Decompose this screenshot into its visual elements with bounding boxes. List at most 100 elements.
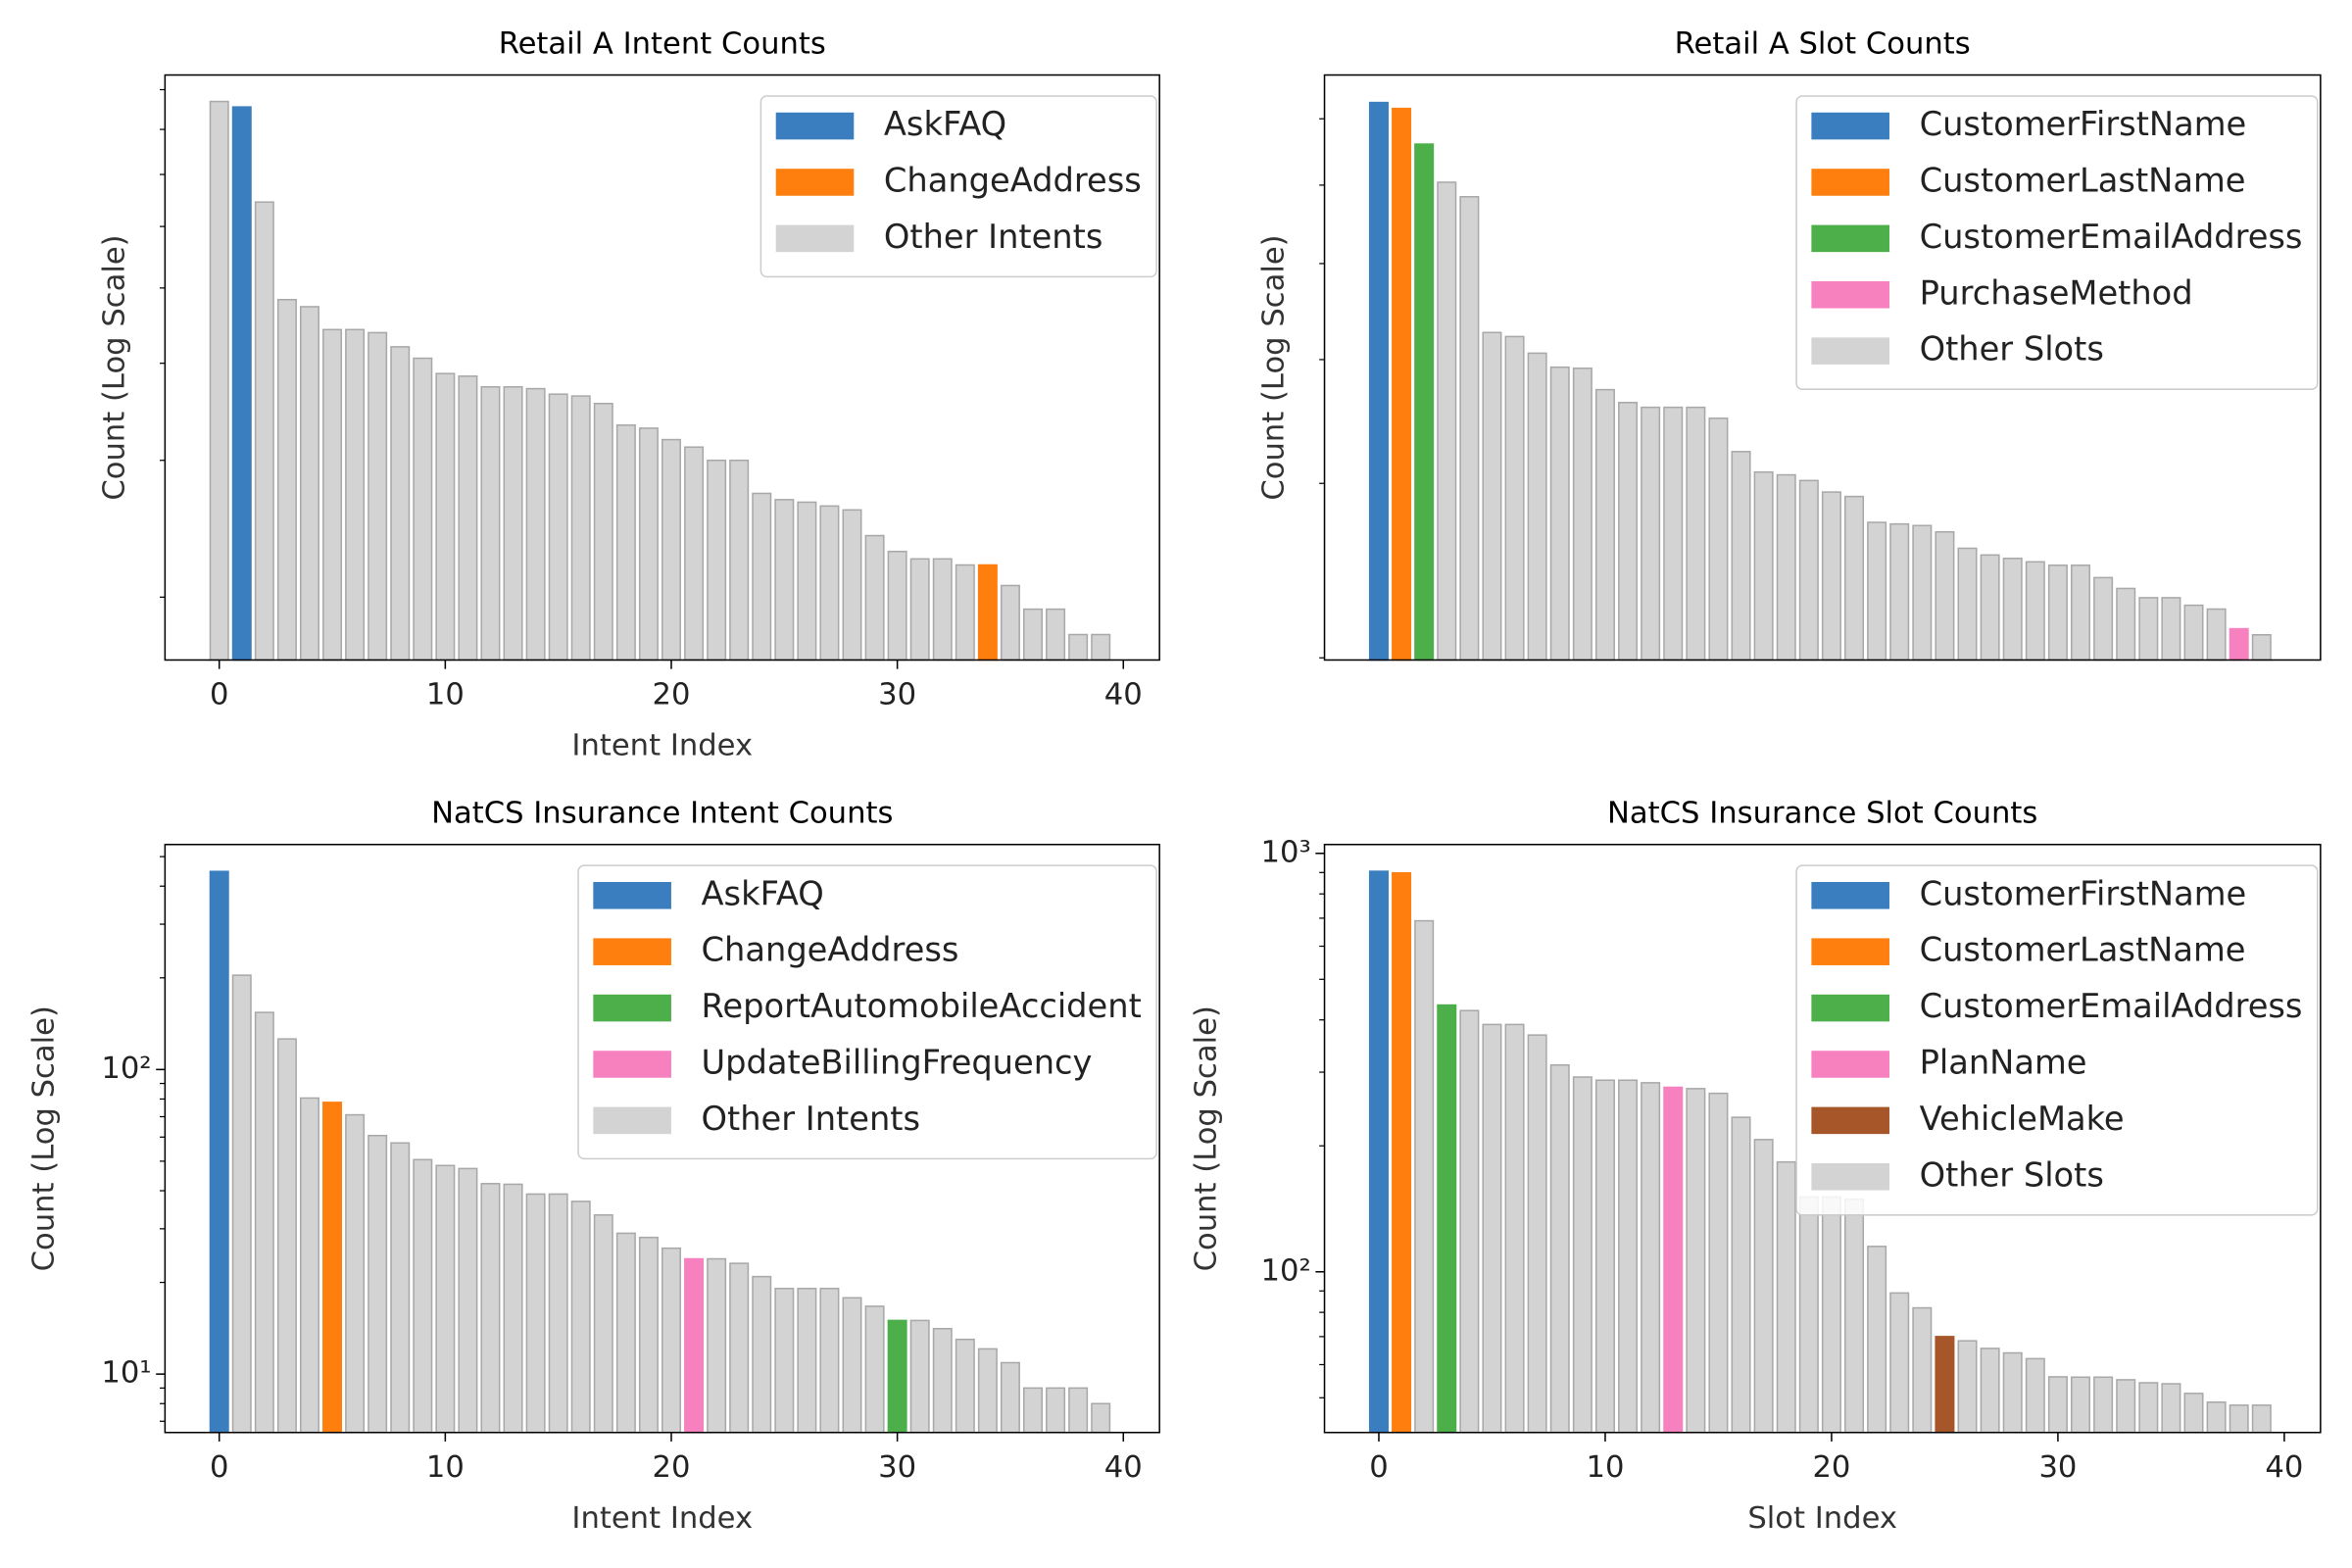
bar (1980, 1348, 2000, 1434)
legend-label: Other Slots (1920, 1155, 2104, 1194)
bar (525, 387, 546, 662)
bar (2138, 1382, 2159, 1434)
bar (684, 1257, 705, 1434)
bar (435, 1164, 456, 1434)
legend-swatch (1811, 169, 1889, 196)
bar (209, 870, 229, 1434)
legend-frame (577, 864, 1157, 1160)
subplot: 0 10 20 30 40 Retail A Intent Counts Intent In… (97, 26, 1160, 763)
bar (1957, 547, 1978, 662)
legend-swatch (593, 994, 671, 1022)
bar (1414, 143, 1435, 662)
bar (1618, 401, 1639, 662)
bar (774, 1288, 795, 1434)
bar (1000, 1361, 1020, 1434)
bar (254, 1011, 274, 1434)
bar (1753, 1139, 1774, 1434)
bar (729, 459, 750, 662)
bar (525, 1193, 546, 1434)
bar (2093, 576, 2114, 662)
bar (1618, 1079, 1639, 1434)
bar (955, 564, 975, 662)
legend-swatch (593, 882, 671, 909)
bar (390, 346, 411, 662)
legend-swatch (1811, 1051, 1889, 1078)
bar (932, 558, 953, 662)
legend-frame (1795, 864, 2319, 1216)
legend: CustomerFirstName CustomerLastName Custome… (1795, 95, 2319, 390)
bar (2025, 1357, 2045, 1434)
bar (1663, 406, 1684, 662)
x-tick-label: 40 (1104, 678, 1143, 712)
bar (1867, 521, 1887, 662)
bar (345, 1113, 366, 1434)
bar (1821, 1196, 1841, 1434)
bar (1459, 196, 1480, 662)
legend-frame (1795, 95, 2319, 390)
bar (2116, 587, 2136, 662)
y-tick-label: 10² (1261, 1253, 1311, 1288)
x-axis-label: Slot Index (1747, 1501, 1897, 1536)
bar (593, 403, 613, 662)
bar (684, 446, 705, 662)
bar (254, 201, 274, 662)
bar (390, 1142, 411, 1434)
legend-swatch (775, 169, 855, 196)
bar (1663, 1086, 1684, 1434)
x-axis-label: Intent Index (571, 729, 753, 763)
legend-swatch (1811, 337, 1889, 365)
bar (2047, 1376, 2068, 1434)
legend-label: CustomerLastName (1920, 161, 2246, 199)
x-tick-label: 40 (2265, 1450, 2303, 1485)
legend-label: ReportAutomobileAccident (702, 987, 1142, 1025)
bar (413, 357, 433, 662)
x-tick-label: 30 (878, 678, 916, 712)
legend-label: CustomerLastName (1920, 931, 2246, 969)
axes-frame (1323, 74, 2322, 662)
bar (2251, 633, 2272, 662)
bar (1731, 1116, 1751, 1434)
bar (1641, 406, 1661, 662)
bar (1708, 417, 1729, 662)
bar (842, 509, 862, 662)
bar (548, 1193, 568, 1434)
y-tick-label: 10³ (1261, 835, 1311, 869)
bar (2206, 608, 2227, 662)
bar (458, 1167, 478, 1434)
y-tick-label: 10¹ (101, 1356, 151, 1391)
legend: AskFAQ ChangeAddress Other Intents (760, 95, 1157, 278)
bar (2002, 558, 2023, 662)
bar (2138, 597, 2159, 662)
bar (1844, 1199, 1865, 1434)
legend-label: PurchaseMethod (1920, 273, 2193, 312)
bar (2229, 1404, 2249, 1434)
bar (1527, 1034, 1547, 1434)
bar (1046, 608, 1066, 662)
bar (276, 1038, 297, 1434)
bar (819, 1288, 840, 1434)
bar (1935, 531, 1955, 662)
subplot: 10¹ 10² 0 10 20 30 40 NatCS Insurance Intent Co… (26, 797, 1160, 1536)
legend-label: VehicleMake (1920, 1100, 2125, 1138)
bar (1776, 1160, 1796, 1434)
bar (752, 1275, 772, 1434)
legend-label: PlanName (1920, 1043, 2087, 1081)
bar (909, 1319, 930, 1434)
bar (1821, 491, 1841, 662)
bar (458, 375, 478, 662)
bar (977, 1348, 998, 1434)
bar (1594, 388, 1615, 662)
bar (1957, 1340, 1978, 1434)
x-tick-label: 10 (1586, 1450, 1624, 1485)
legend-label: Other Slots (1920, 330, 2104, 368)
x-tick-label: 10 (426, 678, 465, 712)
legend-swatch (593, 938, 671, 965)
bar (2251, 1404, 2272, 1434)
bar (1392, 871, 1412, 1434)
bar (480, 1183, 501, 1434)
bar (774, 499, 795, 662)
subplot-title: Retail A Intent Counts (499, 26, 826, 61)
x-tick-label: 0 (210, 678, 228, 712)
y-tick-label: 10² (101, 1052, 151, 1086)
legend-label: Other Intents (884, 218, 1102, 256)
